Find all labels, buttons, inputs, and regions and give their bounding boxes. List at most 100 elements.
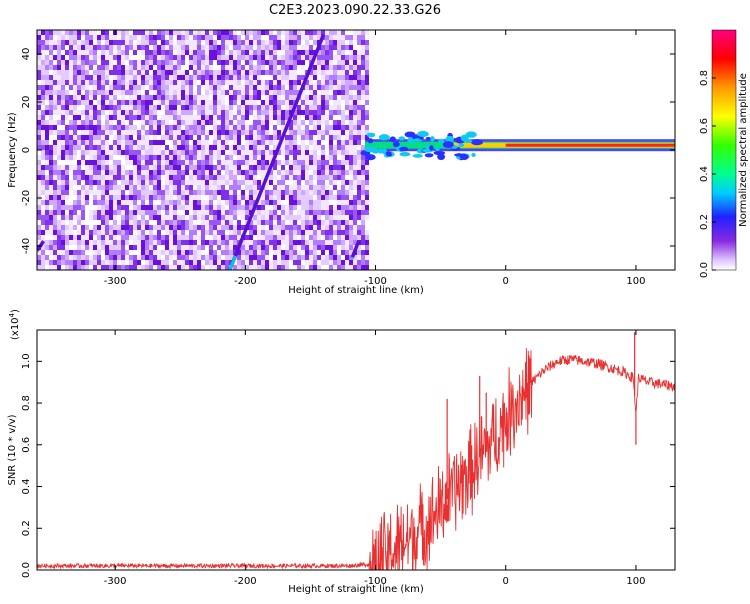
- spectrogram-cell: [237, 40, 241, 45]
- spectrogram-cell: [241, 215, 245, 220]
- spectrogram-cell: [225, 125, 229, 130]
- spectrogram-cell: [349, 140, 353, 145]
- spectrogram-cell: [349, 220, 353, 225]
- spectrogram-cell: [145, 70, 149, 75]
- spectrogram-cell: [117, 30, 121, 35]
- spectrogram-cell: [69, 185, 73, 190]
- spectrogram-cell: [61, 65, 65, 70]
- spectrogram-cell: [233, 210, 237, 215]
- spectrogram-cell: [349, 260, 353, 265]
- spectrogram-cell: [361, 45, 365, 50]
- spectrogram-cell: [253, 165, 257, 170]
- spectrogram-cell: [365, 245, 369, 250]
- spectrogram-cell: [353, 150, 357, 155]
- spectrogram-cell: [145, 135, 149, 140]
- spectrogram-cell: [137, 265, 141, 270]
- spectrogram-cell: [105, 235, 109, 240]
- spectrogram-cell: [121, 60, 125, 65]
- spectrogram-cell: [293, 250, 297, 255]
- spectrogram-cell: [129, 135, 133, 140]
- spectrogram-cell: [193, 120, 197, 125]
- spectrogram-cell: [253, 215, 257, 220]
- spectrogram-cell: [101, 50, 105, 55]
- spectrogram-cell: [305, 145, 309, 150]
- spectrogram-cell: [53, 230, 57, 235]
- spectrogram-cell: [365, 200, 369, 205]
- spectrogram-cell: [265, 30, 269, 35]
- spectrogram-cell: [105, 40, 109, 45]
- spectrogram-cell: [177, 150, 181, 155]
- spectrogram-cell: [229, 115, 233, 120]
- spectrogram-cell: [189, 85, 193, 90]
- spectrogram-cell: [65, 125, 69, 130]
- spectrogram-cell: [141, 80, 145, 85]
- spectrogram-cell: [153, 135, 157, 140]
- spectrogram-cell: [81, 250, 85, 255]
- spectrogram-cell: [37, 120, 41, 125]
- tone-blob: [368, 138, 374, 143]
- spectrogram-cell: [101, 75, 105, 80]
- spectrogram-cell: [317, 125, 321, 130]
- spectrogram-cell: [105, 240, 109, 245]
- spectrogram-cell: [305, 155, 309, 160]
- spectrogram-cell: [129, 210, 133, 215]
- spectrogram-cell: [225, 60, 229, 65]
- spectrogram-cell: [329, 215, 333, 220]
- spectrogram-cell: [289, 65, 293, 70]
- spectrogram-cell: [73, 40, 77, 45]
- spectrogram-cell: [237, 170, 241, 175]
- spectrogram-cell: [45, 260, 49, 265]
- spectrogram-cell: [169, 210, 173, 215]
- spectrogram-cell: [41, 35, 45, 40]
- spectrogram-cell: [277, 170, 281, 175]
- spectrogram-cell: [125, 210, 129, 215]
- spectrogram-cell: [37, 115, 41, 120]
- spectrogram-cell: [77, 230, 81, 235]
- spectrogram-cell: [269, 45, 273, 50]
- spectrogram-cell: [209, 75, 213, 80]
- spectrogram-cell: [61, 180, 65, 185]
- spectrogram-cell: [233, 80, 237, 85]
- spectrogram-cell: [205, 205, 209, 210]
- spectrogram-cell: [157, 265, 161, 270]
- spectrogram-cell: [77, 100, 81, 105]
- spectrogram-cell: [357, 75, 361, 80]
- spectrogram-cell: [353, 185, 357, 190]
- spectrogram-cell: [105, 115, 109, 120]
- spectrogram-cell: [125, 180, 129, 185]
- spectrogram-cell: [61, 105, 65, 110]
- spectrogram-cell: [197, 200, 201, 205]
- spectrogram-cell: [173, 140, 177, 145]
- spectrogram-cell: [81, 235, 85, 240]
- spectrogram-cell: [101, 175, 105, 180]
- spectrogram-cell: [221, 85, 225, 90]
- spectrogram-cell: [245, 45, 249, 50]
- spectrogram-cell: [165, 210, 169, 215]
- spectrogram-cell: [57, 255, 61, 260]
- spectrogram-cell: [213, 230, 217, 235]
- spectrogram-cell: [149, 40, 153, 45]
- spectrogram-cell: [213, 45, 217, 50]
- spectrogram-cell: [221, 80, 225, 85]
- spectrogram-cell: [105, 55, 109, 60]
- spectrogram-cell: [345, 75, 349, 80]
- spectrogram-cell: [193, 165, 197, 170]
- spectrogram-cell: [201, 200, 205, 205]
- spectrogram-cell: [237, 65, 241, 70]
- spectrogram-cell: [161, 35, 165, 40]
- colorbar: 0.00.20.40.60.8 Normalized spectral ampl…: [699, 30, 749, 278]
- spectrogram-cell: [133, 215, 137, 220]
- spectrogram-cell: [77, 50, 81, 55]
- spectrogram-cell: [317, 65, 321, 70]
- spectrogram-cell: [325, 240, 329, 245]
- spectrogram-cell: [137, 185, 141, 190]
- spectrogram-cell: [185, 40, 189, 45]
- spectrogram-cell: [221, 265, 225, 270]
- spectrogram-cell: [253, 90, 257, 95]
- spectrogram-cell: [133, 35, 137, 40]
- spectrogram-cell: [77, 200, 81, 205]
- spectrogram-cell: [249, 80, 253, 85]
- spectrogram-cell: [149, 50, 153, 55]
- spectrogram-cell: [333, 100, 337, 105]
- spectrogram-cell: [101, 200, 105, 205]
